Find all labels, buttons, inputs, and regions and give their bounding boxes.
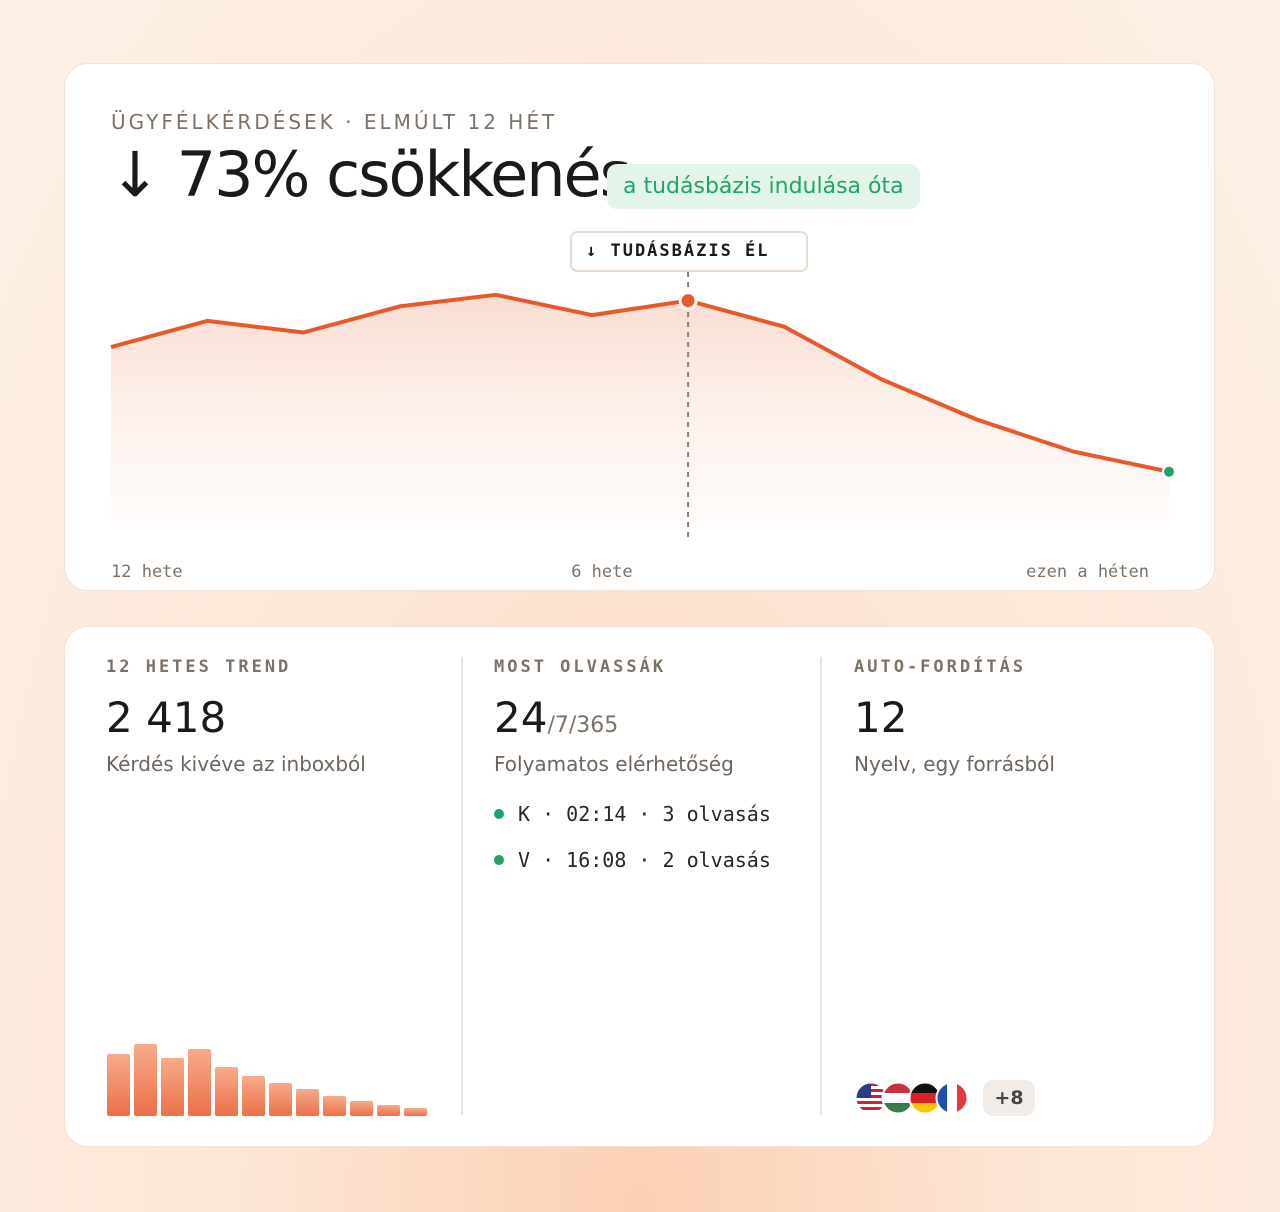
stat-label: 12 HETES TREND [106, 657, 292, 677]
flag-us [854, 1081, 888, 1115]
end-marker [1162, 464, 1176, 479]
bar [377, 1105, 400, 1116]
value-suffix: /7/365 [547, 713, 619, 738]
read-text: V · 16:08 · 2 olvasás [518, 848, 771, 872]
bar [215, 1067, 238, 1116]
eyebrow: ÜGYFÉLKÉRDÉSEK · ELMÚLT 12 HÉT [111, 110, 558, 134]
chart-card: ÜGYFÉLKÉRDÉSEK · ELMÚLT 12 HÉT ↓ 73% csö… [64, 63, 1215, 591]
stat-caption: Folyamatos elérhetőség [494, 752, 734, 776]
area [111, 294, 1169, 521]
stat-caption: Nyelv, egy forrásból [854, 752, 1055, 776]
bar [107, 1054, 130, 1116]
line-chart: ↓ TUDÁSBÁZIS ÉL 12 hete 6 hete ezen a héten [110, 231, 1176, 582]
bar [350, 1101, 373, 1116]
marker [678, 291, 698, 311]
x-tick-label: ezen a héten [1026, 562, 1149, 582]
bar [323, 1096, 346, 1116]
separator [461, 657, 463, 1115]
bar [188, 1049, 211, 1116]
bar [269, 1083, 292, 1116]
bar-chart [107, 1044, 969, 1116]
stats-card: 12 HETES TREND 2 418 Kérdés kivéve az in… [64, 626, 1215, 1147]
bar [134, 1044, 157, 1116]
value: 24 [494, 693, 548, 742]
x-tick-label: 6 hete [571, 562, 632, 582]
annotation: ↓ TUDÁSBÁZIS ÉL [586, 239, 770, 261]
stat-reading: MOST OLVASSÁK 24/7/365 Folyamatos elérhe… [494, 657, 771, 872]
flag-fr [935, 1081, 969, 1115]
stat-trend: 12 HETES TREND 2 418 Kérdés kivéve az in… [106, 657, 366, 776]
x-tick-label: 12 hete [111, 562, 183, 582]
read-item: V · 16:08 · 2 olvasás [494, 848, 771, 872]
bar [404, 1108, 427, 1116]
annotation-box [570, 231, 808, 272]
stat-value: 12 [854, 693, 908, 742]
headline: ↓ 73% csökkenés [109, 138, 632, 211]
flags [854, 1081, 969, 1115]
bar [161, 1058, 184, 1116]
stat-label: AUTO-FORDÍTÁS [854, 657, 1027, 677]
stat-value: 2 418 [106, 693, 227, 742]
read-item: K · 02:14 · 3 olvasás [494, 802, 771, 826]
badge: a tudásbázis indulása óta [607, 164, 920, 209]
bar [242, 1076, 265, 1116]
more-languages: +8 [983, 1080, 1035, 1116]
bar [296, 1089, 319, 1116]
stat-label: MOST OLVASSÁK [494, 657, 667, 677]
line [110, 292, 1170, 474]
stat-value: 24/7/365 [494, 693, 771, 742]
read-text: K · 02:14 · 3 olvasás [518, 802, 771, 826]
separator [820, 657, 822, 1115]
stat-translate: AUTO-FORDÍTÁS 12 Nyelv, egy forrásból [854, 657, 1055, 776]
stat-caption: Kérdés kivéve az inboxból [106, 752, 366, 776]
